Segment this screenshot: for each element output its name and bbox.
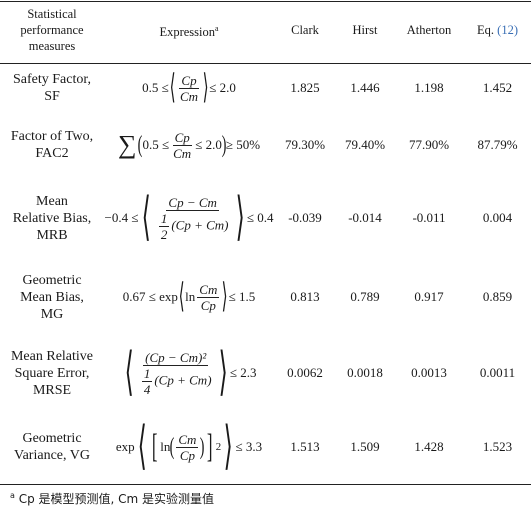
cell-clark: 1.825 (290, 80, 320, 95)
cell-clark: 0.813 (290, 289, 320, 304)
cell-hirst: 1.446 (350, 80, 380, 95)
row-label: Mean Relative Square Error, MRSE (10, 348, 94, 398)
expression-mrse: ⟨ (Cp − Cm)² 1 4 (Cp + Cm) ⟩ ≤ 2.3 (124, 344, 257, 401)
cell-atherton: 1.428 (414, 439, 444, 454)
cell-atherton: 0.917 (414, 289, 444, 304)
header-expression: Expressiona (159, 23, 219, 39)
expression-mrb: −0.4 ≤ ⟨ Cp − Cm 1 2 (Cp + Cm) ⟩ ≤ 0.4 (104, 189, 274, 246)
cell-hirst: -0.014 (348, 210, 382, 225)
table-top-rule (0, 1, 531, 2)
cell-clark: 0.0062 (287, 365, 323, 380)
header-eq: Eq. (12) (477, 23, 518, 37)
cell-eq: 0.859 (482, 289, 513, 304)
table-row: Mean Relative Bias, MRB −0.4 ≤ ⟨ Cp − Cm… (0, 174, 531, 262)
expression-fac2: ∑ ( 0.5 ≤ Cp Cm ≤ 2.0 ) ≥ 50% (117, 129, 261, 161)
footnote-text: Cp 是模型预测值, Cm 是实验测量值 (18, 492, 215, 506)
table-row: Geometric Variance, VG exp ⟨ [ ln ( Cm Cp… (0, 414, 531, 480)
header-clark: Clark (291, 23, 319, 37)
table-header-row: Statistical performance measures Express… (0, 0, 531, 60)
cell-eq: 0.004 (482, 210, 513, 225)
equation-reference-link[interactable]: (12) (497, 23, 518, 37)
header-hirst: Hirst (352, 23, 378, 37)
row-label: Safety Factor, SF (13, 72, 91, 104)
table-row: Factor of Two, FAC2 ∑ ( 0.5 ≤ Cp Cm ≤ 2.0… (0, 116, 531, 174)
cell-eq: 1.452 (482, 80, 513, 95)
table-bottom-rule (0, 484, 531, 485)
header-measures: Statistical performance measures (20, 7, 84, 53)
cell-hirst: 79.40% (344, 137, 386, 152)
row-label: Mean Relative Bias, MRB (12, 193, 92, 243)
row-label: Geometric Mean Bias, MG (20, 272, 84, 322)
performance-table: Statistical performance measures Express… (0, 0, 531, 480)
cell-atherton: 0.0013 (411, 365, 447, 380)
cell-hirst: 0.789 (350, 289, 380, 304)
cell-eq: 0.0011 (479, 365, 516, 380)
table-row: Geometric Mean Bias, MG 0.67 ≤ exp ⟨ ln … (0, 262, 531, 332)
cell-hirst: 1.509 (350, 439, 380, 454)
expression-sf: 0.5 ≤ ⟨ Cp Cm ⟩ ≤ 2.0 (142, 69, 236, 106)
row-label: Factor of Two, FAC2 (10, 129, 94, 161)
cell-hirst: 0.0018 (347, 365, 383, 380)
cell-atherton: 1.198 (414, 80, 444, 95)
footnote-marker: a (10, 491, 15, 500)
row-label: Geometric Variance, VG (14, 431, 90, 463)
cell-clark: 79.30% (284, 137, 326, 152)
table-row: Safety Factor, SF 0.5 ≤ ⟨ Cp Cm ⟩ ≤ 2.0 1… (0, 60, 531, 116)
cell-clark: -0.039 (288, 210, 322, 225)
expression-mg: 0.67 ≤ exp ⟨ ln Cm Cp ⟩ ≤ 1.5 (122, 278, 256, 315)
expression-vg: exp ⟨ [ ln ( Cm Cp ) ] 2 ⟩ ≤ 3.3 (115, 418, 263, 475)
header-atherton: Atherton (406, 23, 452, 37)
cell-atherton: -0.011 (412, 210, 446, 225)
table-footnote: a Cp 是模型预测值, Cm 是实验测量值 (10, 490, 214, 507)
table-header-rule (0, 63, 531, 64)
table-row: Mean Relative Square Error, MRSE ⟨ (Cp −… (0, 332, 531, 414)
cell-atherton: 77.90% (408, 137, 450, 152)
cell-clark: 1.513 (290, 439, 320, 454)
cell-eq: 87.79% (477, 137, 518, 152)
cell-eq: 1.523 (482, 439, 513, 454)
